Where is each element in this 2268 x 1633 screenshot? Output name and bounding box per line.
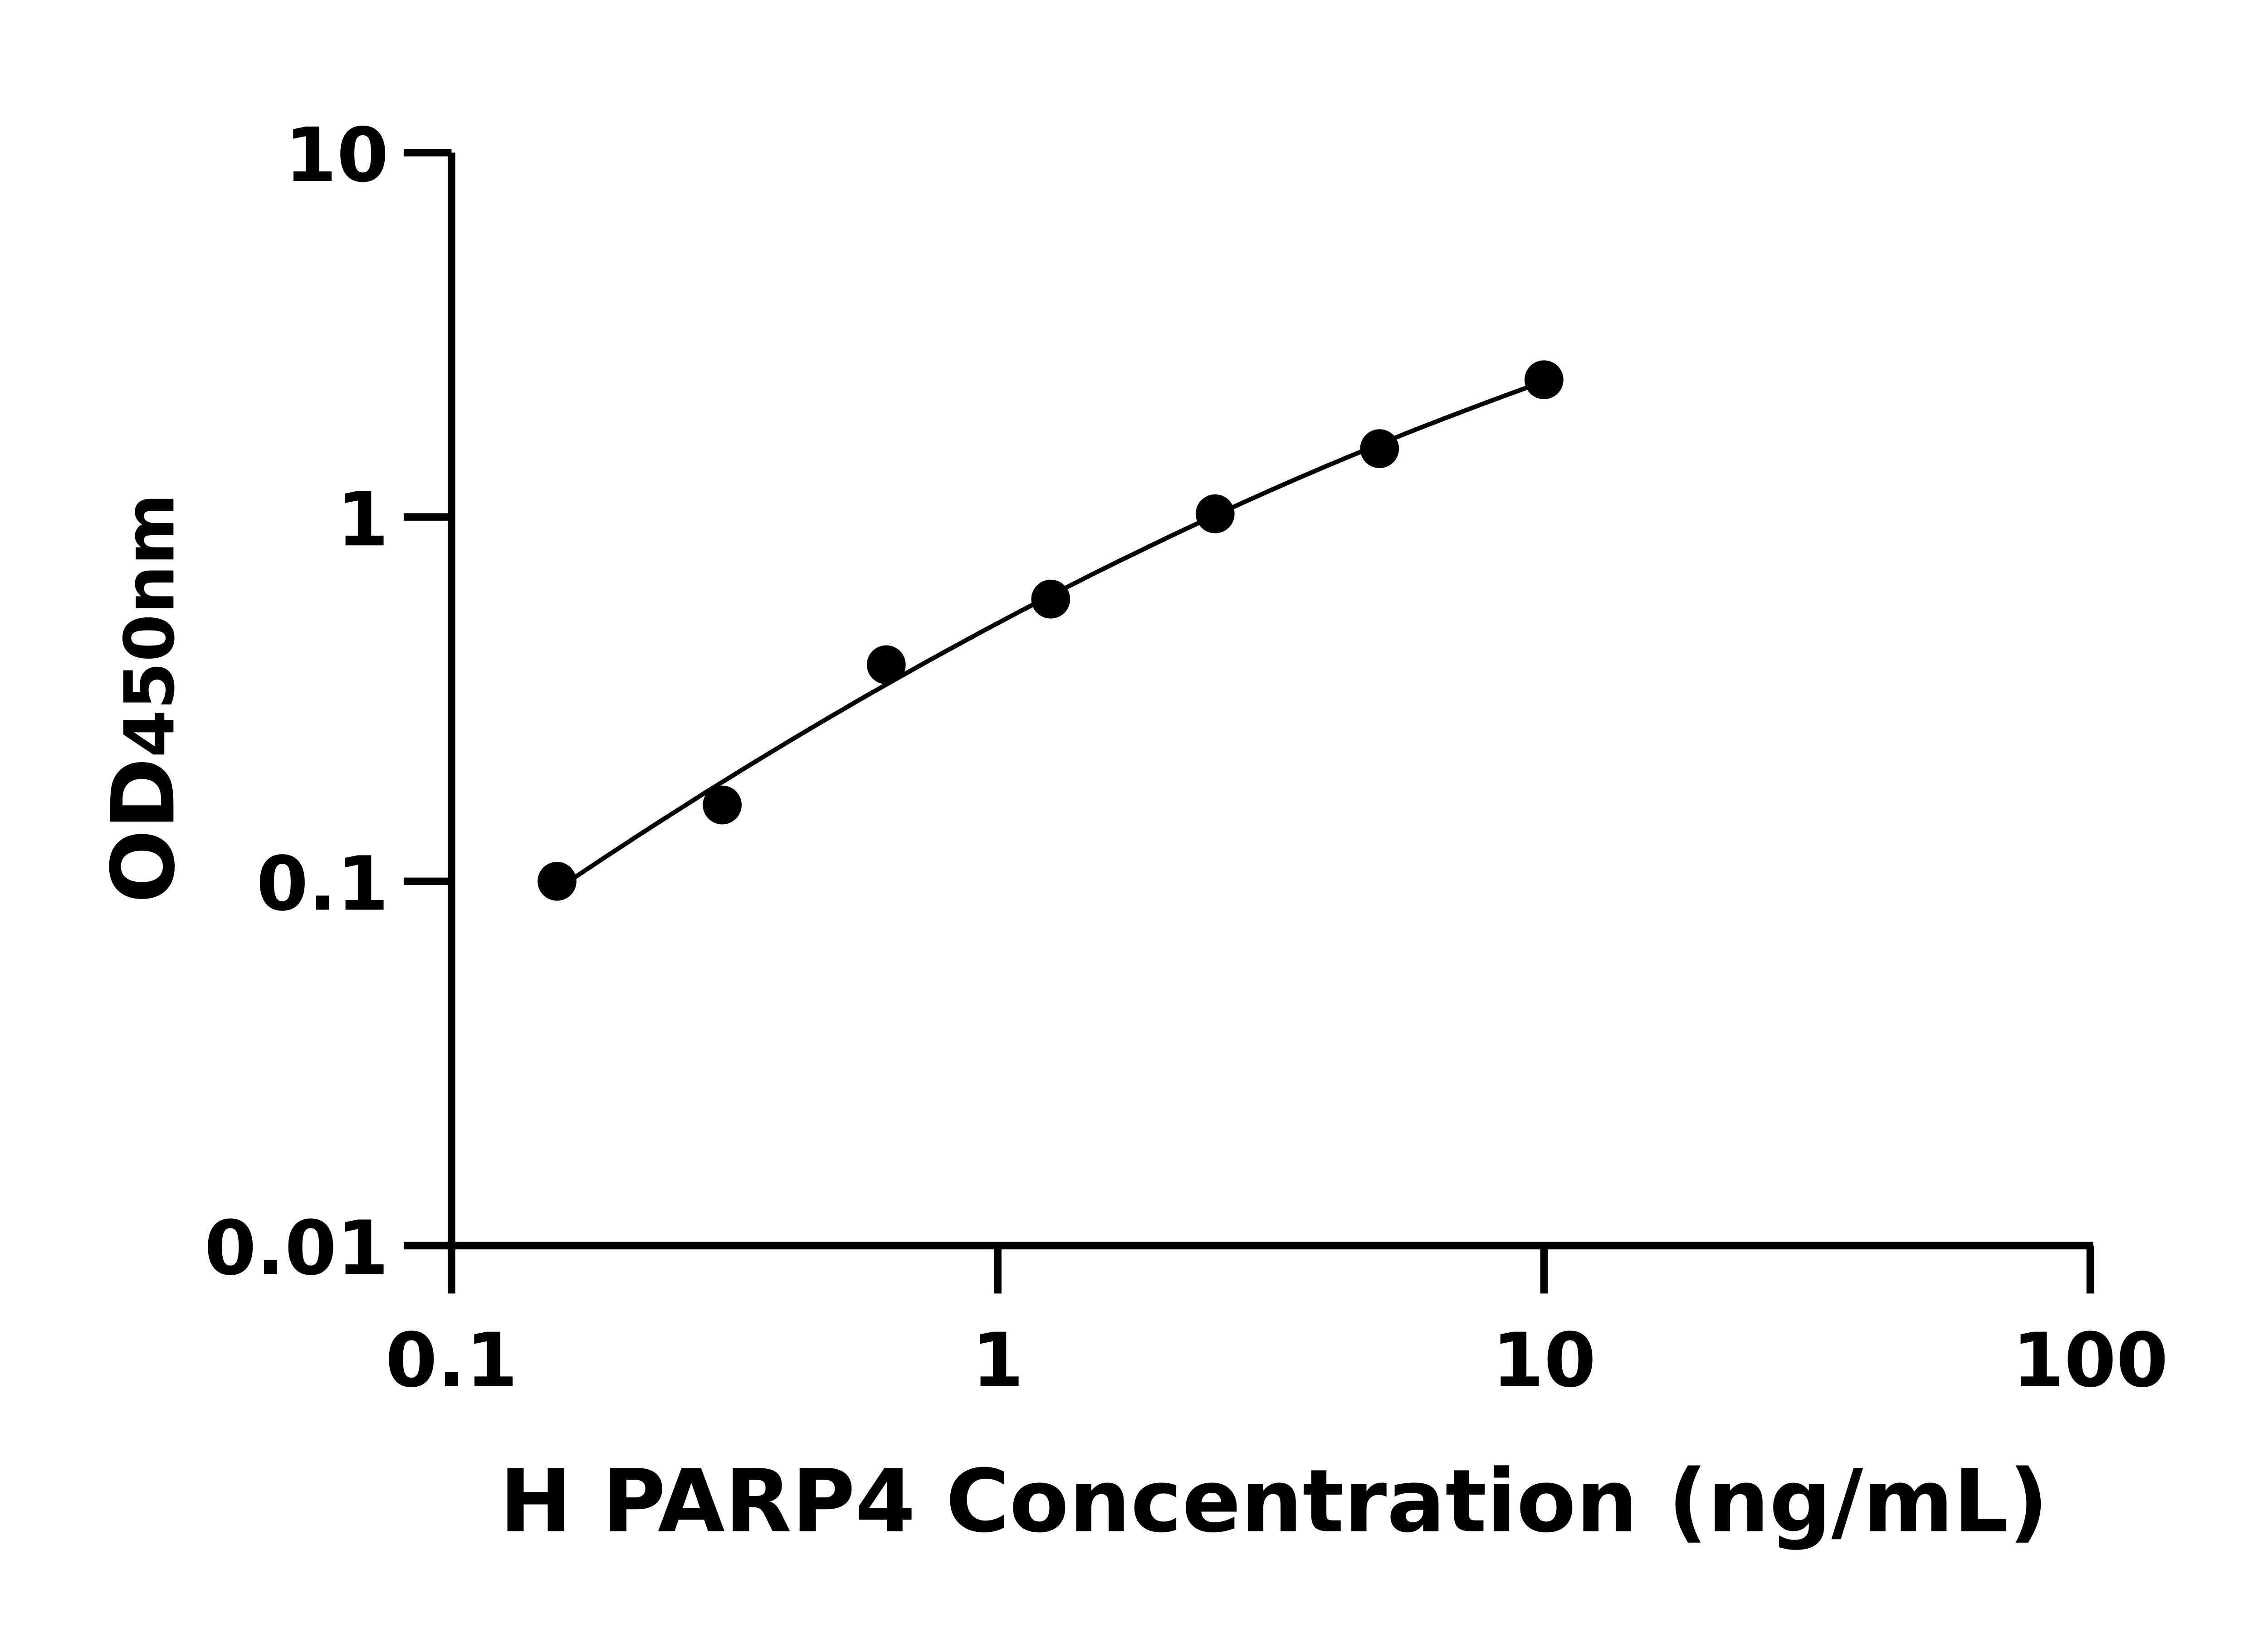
- x-tick-label: 100: [2012, 1317, 2168, 1404]
- x-tick-label: 10: [1492, 1317, 1596, 1404]
- data-point: [538, 861, 577, 901]
- x-axis-title: H PARP4 Concentration (ng/mL): [499, 1452, 2048, 1552]
- y-tick-label: 0.1: [256, 840, 389, 927]
- x-tick-label: 1: [972, 1317, 1024, 1404]
- data-point: [1031, 579, 1070, 619]
- data-point: [1524, 360, 1564, 400]
- data-point: [1360, 429, 1399, 468]
- y-axis-title-sub: 450nm: [109, 494, 190, 758]
- data-point: [866, 645, 906, 684]
- axes: 0.01 0.1 1 10 0.1 1 10 100: [204, 112, 2168, 1404]
- y-axis-title: OD450nm: [93, 494, 194, 904]
- y-tick-label: 0.01: [204, 1205, 389, 1292]
- data-point: [703, 785, 742, 825]
- y-tick-label: 1: [337, 476, 389, 563]
- data-points: [538, 360, 1564, 901]
- x-tick-label: 0.1: [385, 1317, 518, 1404]
- y-axis-title-main: OD: [93, 758, 194, 903]
- y-tick-label: 10: [285, 112, 389, 199]
- data-point: [1195, 494, 1235, 533]
